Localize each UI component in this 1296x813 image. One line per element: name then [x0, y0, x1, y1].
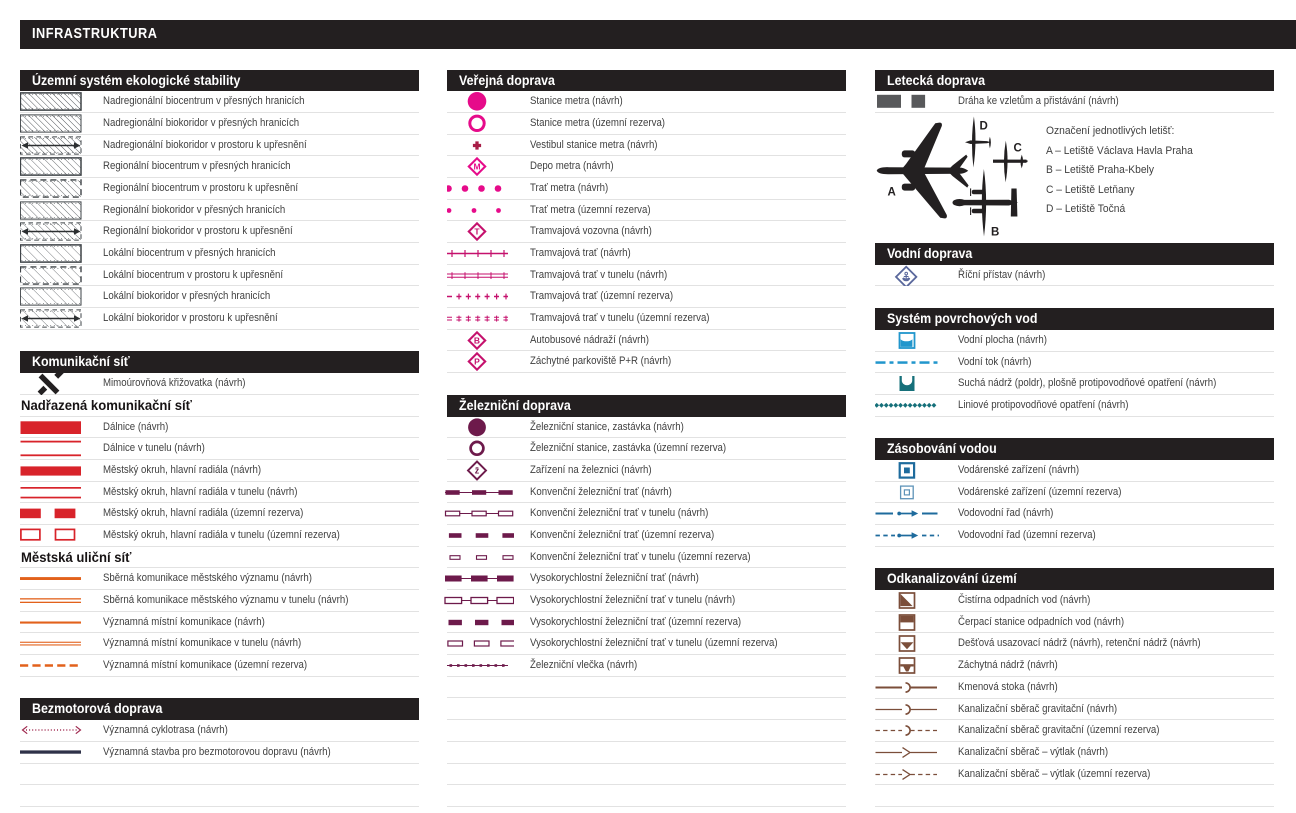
- svg-text:B: B: [991, 226, 999, 238]
- svg-text:ž: ž: [475, 465, 480, 475]
- svg-text:A: A: [888, 186, 896, 198]
- svg-text:T: T: [474, 227, 480, 237]
- svg-text:B: B: [474, 335, 480, 345]
- svg-text:D: D: [980, 120, 988, 132]
- svg-text:C: C: [1014, 142, 1022, 154]
- svg-text:M: M: [473, 162, 480, 172]
- svg-text:P: P: [474, 357, 480, 367]
